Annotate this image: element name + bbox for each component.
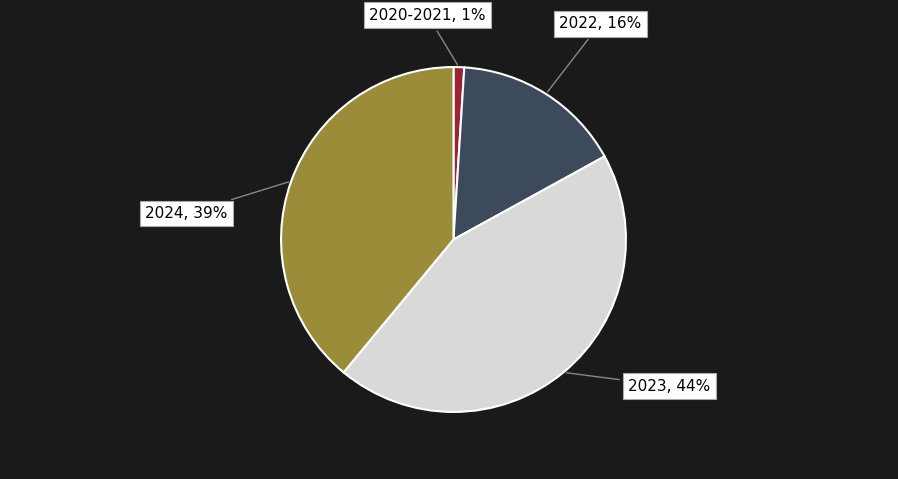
Text: 2022, 16%: 2022, 16%: [548, 16, 641, 91]
Wedge shape: [281, 67, 453, 372]
Wedge shape: [453, 68, 604, 239]
Wedge shape: [453, 67, 464, 240]
Text: 2024, 39%: 2024, 39%: [145, 182, 288, 221]
Text: 2020-2021, 1%: 2020-2021, 1%: [369, 8, 486, 65]
Text: 2023, 44%: 2023, 44%: [566, 373, 710, 394]
Wedge shape: [344, 157, 626, 412]
